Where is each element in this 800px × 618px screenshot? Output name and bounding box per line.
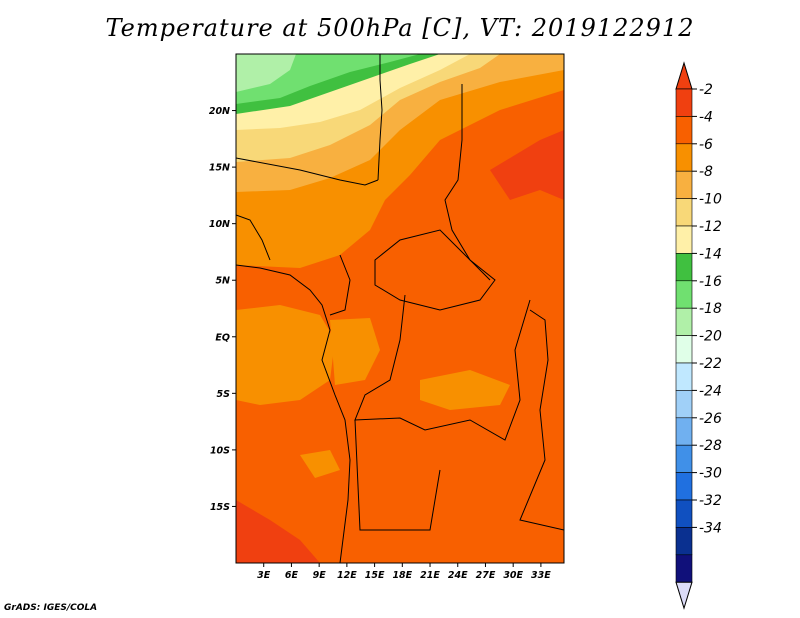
colorbar-label-8: -18 bbox=[699, 301, 722, 317]
colorbar-label-10: -22 bbox=[699, 356, 722, 372]
field-west-patch bbox=[236, 305, 335, 405]
colorbar-swatch-4 bbox=[675, 198, 693, 227]
colorbar-swatch-5 bbox=[675, 225, 693, 254]
lon-tick-label-10: 33E bbox=[531, 570, 551, 581]
field-warm-sw bbox=[236, 500, 320, 563]
lon-tick-label-2: 9E bbox=[313, 570, 327, 581]
border-angola bbox=[354, 419, 441, 531]
lon-tick-label-6: 21E bbox=[420, 570, 440, 581]
colorbar-swatch-17 bbox=[675, 554, 693, 583]
lon-tick-label-4: 15E bbox=[365, 570, 385, 581]
field-central-patch bbox=[330, 318, 380, 385]
field-warm-ne bbox=[490, 130, 564, 200]
lat-tick-label-0: 20N bbox=[209, 106, 230, 117]
colorbar-swatch-12 bbox=[675, 417, 693, 446]
colorbar-label-7: -16 bbox=[699, 274, 722, 290]
border-libya-chad bbox=[377, 54, 383, 181]
lon-tick-label-8: 27E bbox=[476, 570, 496, 581]
colorbar-swatch-1 bbox=[675, 116, 693, 145]
colorbar-swatch-8 bbox=[675, 307, 693, 336]
colorbar-swatch-6 bbox=[675, 253, 693, 282]
colorbar-label-0: -2 bbox=[699, 82, 713, 98]
colorbar-label-12: -26 bbox=[699, 411, 722, 427]
grads-credit: GrADS: IGES/COLA bbox=[4, 603, 98, 613]
lat-tick-label-4: EQ bbox=[215, 332, 230, 343]
colorbar-label-2: -6 bbox=[699, 137, 713, 153]
border-west bbox=[236, 214, 271, 261]
colorbar-label-16: -34 bbox=[699, 520, 722, 536]
map-frame bbox=[235, 53, 565, 564]
colorbar-swatch-0 bbox=[675, 88, 693, 117]
lon-tick-label-1: 6E bbox=[285, 570, 299, 581]
border-niger-nigeria bbox=[236, 157, 379, 186]
colorbar-swatch-9 bbox=[675, 335, 693, 364]
border-car bbox=[374, 229, 496, 311]
lat-tick-label-6: 10S bbox=[210, 445, 230, 456]
temperature-field bbox=[236, 54, 564, 563]
lon-tick-label-5: 18E bbox=[392, 570, 412, 581]
lon-tick-label-0: 3E bbox=[257, 570, 271, 581]
colorbar-swatch-10 bbox=[675, 362, 693, 391]
colorbar-swatch-16 bbox=[675, 527, 693, 556]
colorbar-label-5: -12 bbox=[699, 219, 722, 235]
lon-tick-label-9: 30E bbox=[503, 570, 523, 581]
colorbar-swatch-2 bbox=[675, 143, 693, 172]
border-drc bbox=[354, 294, 531, 441]
colorbar-label-13: -28 bbox=[699, 438, 722, 454]
chart-title: Temperature at 500hPa [C], VT: 201912291… bbox=[105, 14, 695, 42]
colorbar-bottom-arrow bbox=[675, 581, 693, 610]
colorbar-label-4: -10 bbox=[699, 192, 722, 208]
colorbar-swatch-14 bbox=[675, 472, 693, 501]
colorbar-swatch-7 bbox=[675, 280, 693, 309]
lat-tick-label-3: 5N bbox=[215, 276, 230, 287]
colorbar-swatch-11 bbox=[675, 390, 693, 419]
colorbar-label-1: -4 bbox=[699, 109, 713, 125]
axis-ticks: 3E 6E 9E 12E 15E 18E 21E 24E 27E 30E 33E 20N 15N 10N 5… bbox=[209, 106, 551, 581]
lat-tick-label-5: 5S bbox=[217, 389, 231, 400]
colorbar-swatch-3 bbox=[675, 170, 693, 199]
colorbar-label-3: -8 bbox=[699, 164, 713, 180]
lat-tick-label-7: 15S bbox=[210, 502, 230, 513]
field-minus18 bbox=[236, 54, 296, 92]
borders bbox=[236, 54, 564, 563]
border-cameroon bbox=[329, 254, 351, 316]
coastline bbox=[236, 264, 351, 563]
field-sw-patch bbox=[300, 450, 340, 478]
lat-tick-label-1: 15N bbox=[209, 163, 230, 174]
border-east bbox=[519, 309, 564, 531]
colorbar-label-6: -14 bbox=[699, 246, 722, 262]
colorbar-label-11: -24 bbox=[699, 383, 722, 399]
colorbar: -2 -4 -6 -8 -10 -12 -14 -16 -18 -20 -22 -24 -26 -28 -3… bbox=[675, 61, 722, 610]
colorbar-top-arrow bbox=[675, 61, 693, 90]
colorbar-swatch-15 bbox=[675, 499, 693, 528]
colorbar-label-9: -20 bbox=[699, 329, 722, 345]
lon-tick-label-7: 24E bbox=[448, 570, 468, 581]
colorbar-label-15: -32 bbox=[699, 493, 722, 509]
lon-tick-label-3: 12E bbox=[337, 570, 357, 581]
colorbar-swatch-13 bbox=[675, 444, 693, 473]
lat-tick-label-2: 10N bbox=[209, 219, 230, 230]
field-east-patch bbox=[420, 370, 510, 410]
colorbar-label-14: -30 bbox=[699, 466, 722, 482]
